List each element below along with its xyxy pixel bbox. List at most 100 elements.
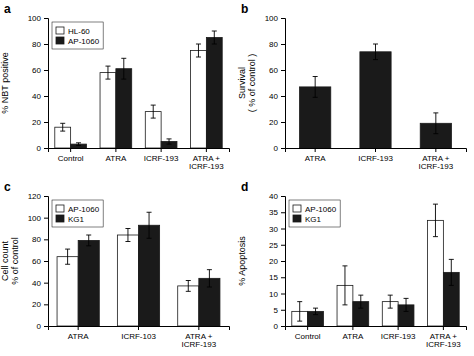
y-tick: 0 (37, 144, 48, 153)
series (292, 204, 444, 326)
legend-swatch (293, 205, 301, 212)
y-tick-mark (281, 294, 285, 295)
y-tick-label: 40 (269, 192, 278, 201)
y-tick: 30 (269, 225, 285, 234)
y-tick-label: 60 (269, 66, 278, 75)
y-tick: 40 (32, 92, 48, 101)
error-bar (342, 266, 347, 305)
y-tick-mark (281, 44, 285, 45)
legend-label: KG1 (305, 215, 322, 224)
y-tick: 80 (32, 40, 48, 49)
x-tick-label-line: ATRA + (185, 332, 213, 341)
error-bar (433, 113, 438, 134)
y-tick: 0 (274, 144, 285, 153)
y-tick: 40 (32, 279, 48, 288)
y-tick-label: 0 (274, 322, 279, 331)
x-tick-label-line: ATRA + (193, 154, 221, 163)
y-tick-label: 40 (32, 279, 41, 288)
y-tick: 0 (37, 322, 48, 331)
legend-swatch (56, 215, 64, 222)
error-bar (388, 295, 393, 308)
y-tick: 20 (32, 300, 48, 309)
axis-line (44, 197, 49, 327)
y-axis: 0 20 40 60 80 100 (28, 14, 49, 153)
x-tick: ATRA (68, 326, 89, 341)
y-axis-title: Cell count% of control (0, 237, 20, 285)
x-tick-label: ATRA (343, 332, 364, 341)
panel-label: d (241, 180, 248, 194)
y-tick-label: 20 (32, 300, 41, 309)
y-tick-label: 100 (28, 14, 42, 23)
error-bar (449, 259, 454, 285)
x-tick-label: ATRA +ICRF-193 (426, 332, 461, 350)
x-tick-label: ICRF-103 (121, 332, 156, 341)
error-bar (297, 302, 302, 322)
y-axis-title-line: % NBT positive (0, 52, 10, 113)
y-tick: 10 (269, 290, 285, 299)
y-tick-label: 30 (269, 225, 278, 234)
series (78, 212, 220, 326)
legend-label: KG1 (68, 215, 85, 224)
error-bar (76, 143, 81, 146)
y-axis: 020406080100 (265, 14, 286, 153)
x-tick-mark (435, 148, 436, 152)
panel: ATRAICRF-103ATRA +ICRF-19302040608010012… (0, 180, 230, 349)
x-tick: ATRA +ICRF-193 (418, 148, 453, 171)
legend-swatch (293, 215, 301, 222)
y-tick-mark (281, 18, 285, 19)
error-bar (65, 249, 70, 264)
y-axis-title: Survival( % of control ) (237, 54, 257, 113)
y-tick-label: 0 (274, 144, 279, 153)
y-tick-mark (44, 148, 48, 149)
axis-line (49, 327, 230, 331)
x-tick: ATRA (305, 148, 326, 163)
x-tick-label-line: ICRF-103 (121, 332, 156, 341)
error-bar (313, 308, 318, 315)
y-tick: 20 (32, 118, 48, 127)
x-tick-label: ATRA (305, 154, 326, 163)
y-tick: 80 (32, 235, 48, 244)
y-axis-title-line: % Apoptosis (237, 236, 247, 286)
x-tick-mark (161, 148, 162, 152)
y-tick-label: 80 (269, 40, 278, 49)
x-tick-label-line: ICRF-193 (189, 162, 224, 171)
y-axis-title-line: Survival (237, 67, 247, 99)
x-axis: ATRAICRF-103ATRA +ICRF-193 (49, 326, 230, 349)
plot: ATRAICRF-193ATRA +ICRF-193020406080100Su… (237, 14, 467, 171)
y-tick: 60 (32, 66, 48, 75)
axis-line (281, 19, 286, 149)
y-axis-title: % NBT positive (0, 52, 10, 113)
axis-line (281, 197, 286, 327)
x-tick-label-line: ICRF-193 (144, 154, 179, 163)
error-bar (313, 77, 318, 98)
panel: ControlATRAICRF-193ATRA +ICRF-1930204060… (0, 2, 230, 171)
x-tick-label-line: ATRA + (422, 154, 450, 163)
x-tick-label-line: ATRA (68, 332, 89, 341)
x-tick-label: ICRF-193 (358, 154, 393, 163)
x-tick-label-line: ICRF-193 (418, 162, 453, 171)
x-tick: ICRF-193 (358, 148, 393, 163)
y-tick-mark (44, 283, 48, 284)
y-tick: 60 (269, 66, 285, 75)
axis-line (49, 149, 230, 153)
y-tick-label: 40 (32, 92, 41, 101)
error-bar (207, 270, 212, 287)
y-tick-mark (44, 18, 48, 19)
marks (292, 204, 459, 326)
x-tick-label-line: ATRA + (430, 332, 458, 341)
y-tick-label: 10 (269, 290, 278, 299)
y-tick-label: 100 (265, 14, 279, 23)
legend-label: HL-60 (68, 27, 90, 36)
bar (117, 235, 138, 326)
plot: ControlATRAICRF-193ATRA +ICRF-1930510152… (237, 192, 467, 349)
y-tick: 5 (274, 306, 285, 315)
y-axis-title: % Apoptosis (237, 236, 247, 286)
bar (139, 225, 160, 326)
y-tick-mark (281, 277, 285, 278)
x-tick-label-line: ATRA (343, 332, 364, 341)
y-tick-mark (281, 245, 285, 246)
y-tick-mark (44, 239, 48, 240)
x-tick-mark (398, 326, 399, 330)
marks (300, 44, 452, 148)
panel-label: c (4, 180, 11, 194)
